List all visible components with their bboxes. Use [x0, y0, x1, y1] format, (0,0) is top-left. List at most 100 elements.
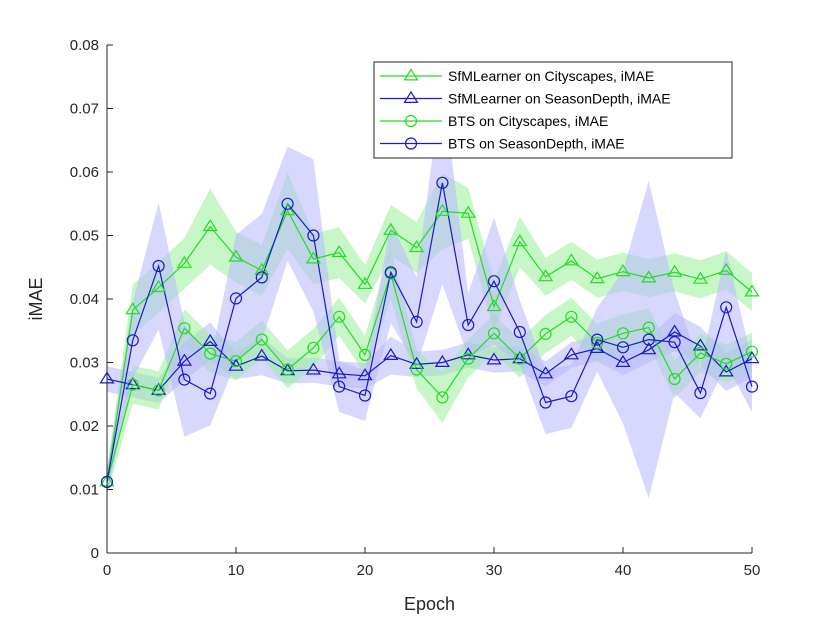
- point-series-3-7: [281, 197, 294, 210]
- point-series-0-16: [512, 234, 528, 247]
- point-series-3-18: [565, 390, 578, 403]
- point-series-3-17: [539, 396, 552, 409]
- point-series-0-17: [538, 269, 554, 282]
- point-series-1-20: [615, 354, 631, 367]
- line-series-2: [106, 271, 753, 483]
- point-series-2-15: [487, 327, 501, 340]
- point-series-3-20: [616, 341, 630, 354]
- y-tick-label-8: 0.08: [70, 37, 99, 54]
- point-series-2-12: [410, 363, 423, 376]
- point-series-2-9: [333, 310, 346, 323]
- point-series-2-16: [513, 352, 526, 365]
- point-series-3-3: [178, 373, 191, 386]
- legend-label-0: SfMLearner on Cityscapes, iMAE: [448, 68, 654, 84]
- point-series-0-21: [641, 270, 657, 283]
- point-series-2-21: [642, 321, 655, 334]
- point-series-1-6: [254, 348, 270, 361]
- point-series-2-22: [668, 372, 681, 386]
- y-tick-label-6: 0.06: [70, 164, 99, 181]
- point-series-3-14: [462, 318, 475, 332]
- point-series-1-21: [641, 342, 657, 355]
- point-series-1-25: [744, 351, 760, 364]
- legend-box: [373, 61, 733, 159]
- y-tick-label-3: 0.03: [70, 355, 99, 372]
- legend-marker-1: [403, 90, 419, 104]
- point-series-3-22: [668, 336, 681, 349]
- y-axis-title: iMAE: [26, 277, 46, 320]
- point-series-0-19: [589, 271, 605, 284]
- point-series-0-10: [357, 276, 373, 289]
- line-series-0: [106, 209, 753, 482]
- legend-label-3: BTS on SeasonDepth, iMAE: [448, 136, 625, 152]
- point-series-2-5: [229, 355, 243, 368]
- point-series-3-24: [720, 301, 733, 314]
- x-tick-label-3: 30: [486, 562, 503, 579]
- legend-marker-3: [404, 137, 418, 150]
- y-tick-label-2: 0.02: [70, 418, 99, 435]
- point-series-1-10: [357, 368, 373, 381]
- legend-label-2: BTS on Cityscapes, iMAE: [448, 113, 608, 129]
- band-series-1: [107, 313, 752, 404]
- point-series-1-12: [409, 356, 425, 369]
- x-tick-label-4: 40: [615, 562, 632, 579]
- point-series-0-22: [667, 264, 683, 277]
- point-series-1-24: [718, 364, 734, 377]
- point-series-1-4: [202, 333, 218, 346]
- point-series-0-25: [744, 284, 760, 297]
- point-series-0-7: [280, 203, 296, 216]
- point-series-1-16: [512, 351, 528, 364]
- point-series-0-20: [615, 264, 631, 277]
- point-series-0-5: [228, 249, 244, 262]
- x-axis-title: Epoch: [404, 594, 455, 614]
- point-series-1-11: [383, 347, 399, 360]
- point-series-2-7: [281, 363, 294, 376]
- legend-marker-2: [404, 114, 418, 128]
- y-tick-label-5: 0.05: [70, 228, 99, 245]
- point-series-1-1: [125, 377, 141, 390]
- point-series-0-8: [305, 251, 321, 264]
- point-series-1-15: [486, 352, 502, 365]
- point-series-0-1: [125, 302, 141, 315]
- point-series-3-19: [591, 333, 604, 346]
- point-series-3-4: [204, 387, 217, 400]
- point-series-0-18: [563, 253, 579, 266]
- point-series-3-21: [642, 333, 655, 346]
- point-series-2-2: [152, 384, 165, 397]
- point-series-3-23: [694, 386, 707, 400]
- x-tick-label-2: 20: [357, 562, 374, 579]
- point-series-3-1: [126, 334, 139, 347]
- point-series-2-25: [745, 345, 759, 358]
- point-series-2-13: [436, 391, 449, 404]
- band-series-3: [107, 81, 752, 499]
- legend-marker-0: [403, 68, 419, 81]
- line-series-3: [106, 182, 753, 483]
- legend: SfMLearner on Cityscapes, iMAE SfMLearner…: [373, 61, 733, 159]
- point-series-0-3: [176, 255, 192, 268]
- point-series-3-15: [487, 275, 501, 288]
- series-markers: [99, 176, 760, 488]
- point-series-1-17: [538, 366, 554, 379]
- point-series-2-4: [204, 347, 217, 360]
- legend-label-1: SfMLearner on SeasonDepth, iMAE: [448, 91, 671, 107]
- axes: 0 10 20 30 40 50 0 0.01 0.02 0.03 0.04 0.05 0.06 0.07…: [26, 37, 760, 614]
- point-series-2-10: [358, 348, 372, 361]
- y-tick-label-4: 0.04: [70, 291, 99, 308]
- point-series-3-25: [745, 380, 759, 393]
- point-series-1-13: [434, 354, 450, 367]
- point-series-3-16: [513, 325, 526, 339]
- point-series-1-23: [692, 338, 708, 351]
- point-series-3-5: [229, 292, 243, 305]
- point-series-0-2: [151, 279, 167, 293]
- point-series-3-11: [384, 266, 397, 279]
- point-series-2-19: [591, 336, 604, 349]
- point-series-3-13: [436, 176, 449, 189]
- point-series-0-24: [718, 262, 734, 275]
- point-series-0-14: [460, 205, 476, 218]
- point-series-3-2: [152, 259, 165, 273]
- point-series-0-15: [486, 298, 502, 312]
- point-series-0-13: [434, 203, 450, 216]
- y-tick-label-1: 0.01: [70, 482, 99, 499]
- point-series-2-24: [720, 357, 733, 370]
- point-series-1-2: [151, 382, 167, 395]
